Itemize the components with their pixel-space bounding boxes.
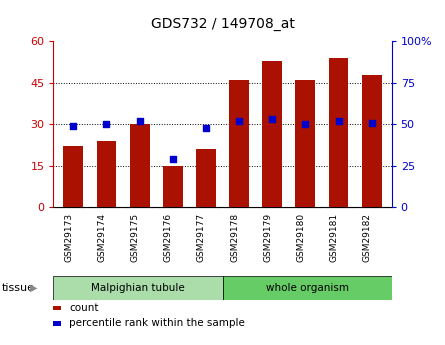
Point bbox=[235, 118, 243, 124]
Text: GSM29175: GSM29175 bbox=[131, 213, 140, 262]
Text: GSM29174: GSM29174 bbox=[97, 213, 106, 262]
Bar bbox=[262, 61, 282, 207]
Text: GSM29173: GSM29173 bbox=[64, 213, 73, 262]
Text: tissue: tissue bbox=[2, 283, 35, 293]
Point bbox=[169, 156, 176, 162]
Bar bbox=[362, 75, 382, 207]
Point bbox=[269, 117, 276, 122]
Bar bbox=[295, 80, 316, 207]
Text: GSM29176: GSM29176 bbox=[164, 213, 173, 262]
Bar bbox=[63, 146, 83, 207]
Text: GSM29179: GSM29179 bbox=[263, 213, 272, 262]
Text: count: count bbox=[69, 303, 98, 313]
Bar bbox=[129, 124, 150, 207]
Text: percentile rank within the sample: percentile rank within the sample bbox=[69, 318, 245, 328]
Text: ▶: ▶ bbox=[30, 283, 38, 293]
Bar bbox=[163, 166, 183, 207]
Text: Malpighian tubule: Malpighian tubule bbox=[91, 283, 185, 293]
Bar bbox=[53, 276, 222, 300]
Text: whole organism: whole organism bbox=[266, 283, 348, 293]
Point bbox=[70, 123, 77, 129]
Point bbox=[368, 120, 375, 125]
Text: GSM29177: GSM29177 bbox=[197, 213, 206, 262]
Bar bbox=[328, 58, 348, 207]
Bar bbox=[229, 80, 249, 207]
Text: GSM29181: GSM29181 bbox=[330, 213, 339, 262]
Text: GDS732 / 149708_at: GDS732 / 149708_at bbox=[150, 17, 295, 31]
Point bbox=[103, 121, 110, 127]
Bar bbox=[222, 276, 392, 300]
Point bbox=[202, 125, 210, 130]
Bar bbox=[97, 141, 117, 207]
Point bbox=[136, 118, 143, 124]
Bar bbox=[196, 149, 216, 207]
Text: GSM29178: GSM29178 bbox=[230, 213, 239, 262]
Text: GSM29182: GSM29182 bbox=[363, 213, 372, 262]
Point bbox=[302, 121, 309, 127]
Point bbox=[335, 118, 342, 124]
Text: GSM29180: GSM29180 bbox=[296, 213, 305, 262]
